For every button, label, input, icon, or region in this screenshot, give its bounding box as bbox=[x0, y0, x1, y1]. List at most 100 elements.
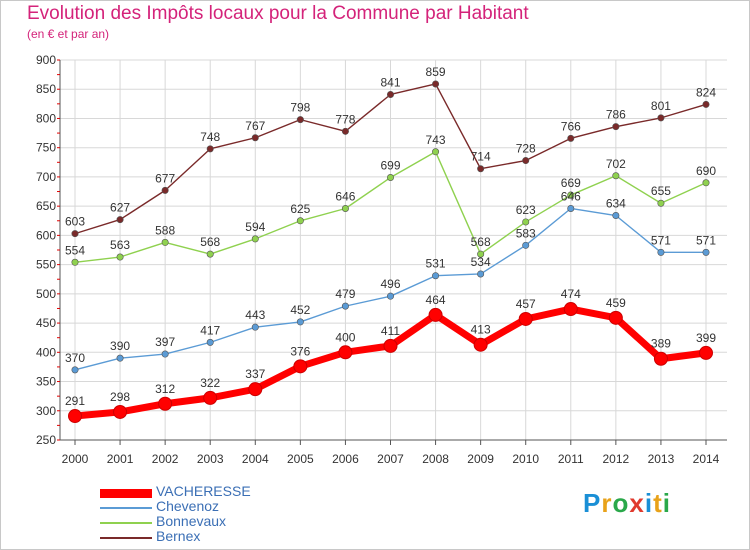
legend-label: Bonnevaux bbox=[156, 513, 227, 529]
data-point bbox=[293, 359, 308, 374]
data-label: 677 bbox=[155, 171, 175, 185]
proxiti-logo: Proxiti bbox=[583, 488, 671, 519]
data-label: 370 bbox=[65, 351, 85, 365]
chart-subtitle: (en € et par an) bbox=[27, 27, 110, 41]
logo-letter: i bbox=[662, 488, 671, 518]
data-label: 417 bbox=[200, 323, 220, 337]
data-point bbox=[386, 90, 394, 98]
x-tick-label: 2012 bbox=[603, 452, 630, 466]
x-tick-label: 2008 bbox=[422, 452, 449, 466]
x-tick-label: 2004 bbox=[242, 452, 269, 466]
data-point bbox=[161, 350, 169, 358]
data-point bbox=[473, 337, 488, 352]
y-tick-label: 800 bbox=[36, 111, 56, 125]
data-point bbox=[386, 174, 394, 182]
data-point bbox=[653, 351, 668, 366]
data-point bbox=[612, 172, 620, 180]
data-point bbox=[657, 114, 665, 122]
data-point bbox=[699, 345, 713, 360]
legend-item: VACHERESSE bbox=[100, 483, 300, 500]
data-label: 766 bbox=[561, 119, 581, 133]
data-label: 291 bbox=[65, 394, 85, 408]
data-label: 376 bbox=[290, 344, 310, 358]
x-tick-label: 2001 bbox=[107, 452, 134, 466]
x-tick-label: 2010 bbox=[512, 452, 539, 466]
data-point bbox=[116, 216, 124, 224]
data-label: 646 bbox=[561, 189, 581, 203]
data-label: 563 bbox=[110, 238, 130, 252]
logo-letter: i bbox=[644, 488, 654, 518]
data-point bbox=[612, 123, 620, 131]
data-point bbox=[248, 382, 263, 397]
y-axis-ticks: 250 300 350 400 450 500 550 600 650 700 750 800 850 9… bbox=[36, 53, 56, 447]
data-point bbox=[71, 258, 79, 266]
data-point bbox=[71, 230, 79, 238]
logo-letter: t bbox=[653, 488, 663, 518]
data-label: 748 bbox=[200, 130, 220, 144]
data-label: 603 bbox=[65, 215, 85, 229]
y-tick-label: 750 bbox=[36, 141, 56, 155]
data-point bbox=[477, 250, 485, 258]
data-point bbox=[657, 199, 665, 207]
legend-swatch bbox=[100, 488, 152, 498]
data-label: 568 bbox=[200, 235, 220, 249]
y-tick-label: 650 bbox=[36, 199, 56, 213]
legend-label: Bernex bbox=[156, 528, 201, 544]
legend-swatch bbox=[100, 522, 152, 524]
y-tick-label: 450 bbox=[36, 316, 56, 330]
x-tick-label: 2009 bbox=[467, 452, 494, 466]
data-point bbox=[116, 253, 124, 261]
data-label: 400 bbox=[335, 330, 355, 344]
data-label: 443 bbox=[245, 308, 265, 322]
data-label: 312 bbox=[155, 382, 175, 396]
data-point bbox=[563, 302, 578, 317]
data-point bbox=[113, 404, 128, 419]
data-label: 824 bbox=[696, 85, 716, 99]
data-label: 778 bbox=[335, 112, 355, 126]
data-label: 583 bbox=[516, 226, 536, 240]
legend-item: Bernex bbox=[100, 528, 300, 545]
data-point bbox=[203, 390, 218, 405]
data-label: 322 bbox=[200, 376, 220, 390]
data-point bbox=[522, 157, 530, 165]
data-point bbox=[296, 318, 304, 326]
data-label: 859 bbox=[426, 65, 446, 79]
logo-letter: P bbox=[583, 488, 602, 518]
data-label: 627 bbox=[110, 201, 130, 215]
legend-label: VACHERESSE bbox=[156, 483, 251, 499]
data-label: 702 bbox=[606, 157, 626, 171]
data-label: 634 bbox=[606, 197, 626, 211]
data-point bbox=[428, 307, 443, 322]
legend-item: Bonnevaux bbox=[100, 513, 300, 530]
y-tick-label: 850 bbox=[36, 82, 56, 96]
data-point bbox=[161, 238, 169, 246]
data-label: 571 bbox=[696, 233, 716, 247]
data-label: 413 bbox=[471, 323, 491, 337]
data-point bbox=[386, 292, 394, 300]
data-point bbox=[522, 218, 530, 226]
x-tick-label: 2014 bbox=[693, 452, 720, 466]
x-tick-label: 2005 bbox=[287, 452, 314, 466]
data-label: 390 bbox=[110, 339, 130, 353]
data-point bbox=[567, 191, 575, 199]
y-tick-label: 350 bbox=[36, 375, 56, 389]
data-label: 786 bbox=[606, 108, 626, 122]
data-label: 594 bbox=[245, 220, 265, 234]
data-label: 298 bbox=[110, 390, 130, 404]
data-label: 743 bbox=[426, 133, 446, 147]
legend-swatch bbox=[100, 537, 152, 539]
chart-title: Evolution des Impôts locaux pour la Comm… bbox=[27, 3, 529, 24]
logo-letter: r bbox=[601, 488, 613, 518]
x-axis-ticks: 2000 2001 2002 2003 2004 2005 2006 2007 2008 2009… bbox=[62, 440, 720, 466]
data-label: 568 bbox=[471, 235, 491, 249]
data-label: 767 bbox=[245, 119, 265, 133]
data-point bbox=[567, 204, 575, 212]
data-label: 464 bbox=[426, 293, 446, 307]
data-point bbox=[341, 127, 349, 135]
data-label: 337 bbox=[245, 367, 265, 381]
data-point bbox=[341, 204, 349, 212]
logo-letter: x bbox=[629, 488, 645, 518]
data-point bbox=[251, 323, 259, 331]
data-label: 399 bbox=[696, 331, 716, 345]
